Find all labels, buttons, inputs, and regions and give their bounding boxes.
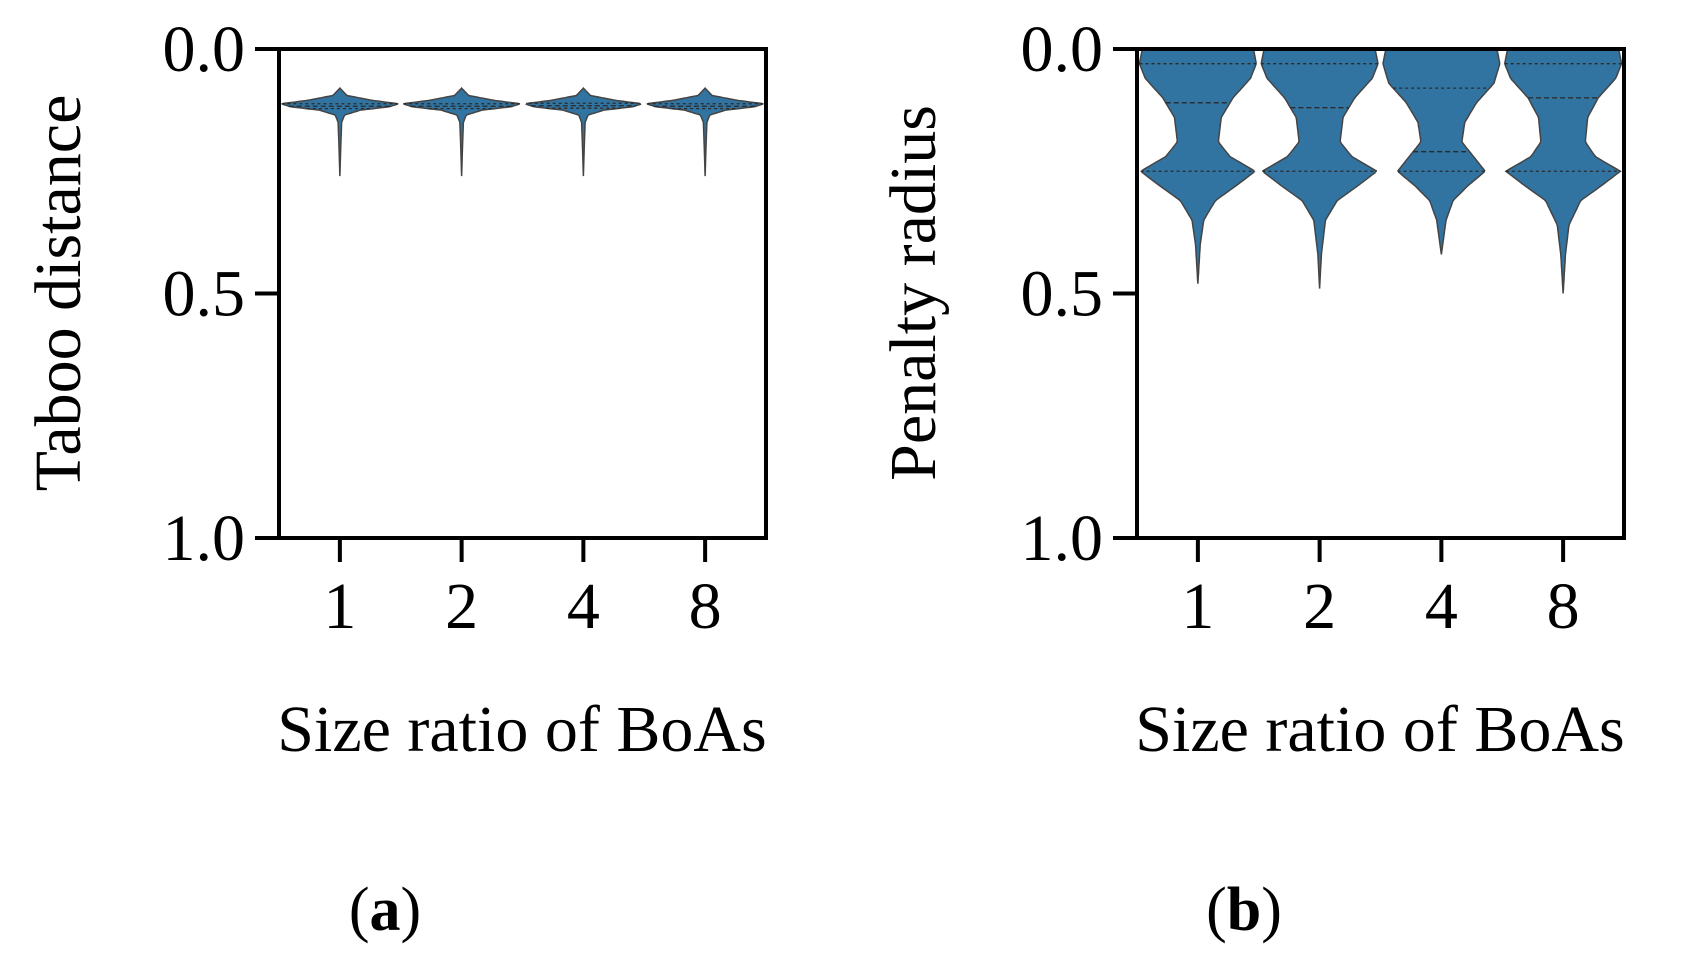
- panel-a-violin-2: [403, 86, 520, 177]
- panel-a-y-tick-label: 0.5: [163, 258, 246, 331]
- panel-a-x-tick-label: 4: [567, 570, 600, 643]
- panel-b: 0.0 0.5 1.0 1 2 4 8 Size ratio of BoAs Penalt…: [877, 13, 1626, 944]
- panel-b-y-tick-label: 1.0: [1021, 502, 1104, 575]
- panel-b-y-ticks: 0.0 0.5 1.0: [1021, 13, 1137, 575]
- panel-b-x-ticks: 1 2 4 8: [1181, 538, 1580, 643]
- panel-b-violin-8: [1504, 48, 1623, 294]
- panel-b-violin-1: [1138, 48, 1257, 284]
- panel-a-x-tick-label: 8: [689, 570, 722, 643]
- panel-a: 0.0 0.5 1.0 1 2 4 8 Size ratio of BoAs Taboo …: [22, 13, 768, 944]
- panel-a-caption-letter: a: [370, 876, 401, 944]
- panel-a-violins: [281, 86, 764, 177]
- panel-a-x-ticks: 1 2 4 8: [323, 538, 722, 643]
- panel-b-violin-2: [1260, 48, 1379, 289]
- panel-a-x-axis-label: Size ratio of BoAs: [277, 693, 766, 766]
- panel-b-x-tick-label: 2: [1303, 570, 1336, 643]
- panel-b-violins: [1138, 48, 1623, 294]
- panel-b-caption: (b): [1206, 876, 1282, 944]
- panel-a-violin-8: [646, 86, 764, 177]
- panel-b-x-axis-label: Size ratio of BoAs: [1135, 693, 1624, 766]
- panel-a-y-ticks: 0.0 0.5 1.0: [163, 13, 279, 575]
- panel-a-caption: (a): [349, 876, 421, 944]
- panel-b-y-axis-label: Penalty radius: [877, 105, 950, 481]
- panel-a-x-tick-label: 2: [445, 570, 478, 643]
- panel-a-x-tick-label: 1: [323, 570, 356, 643]
- panel-b-caption-letter: b: [1227, 876, 1261, 944]
- panel-a-violin-4: [525, 86, 642, 177]
- panel-b-x-tick-label: 1: [1181, 570, 1214, 643]
- panel-a-y-tick-label: 1.0: [163, 502, 246, 575]
- panel-a-violin-1: [281, 86, 399, 177]
- panel-a-y-axis-label: Taboo distance: [22, 95, 95, 492]
- panel-b-y-tick-label: 0.0: [1021, 13, 1104, 86]
- panel-b-x-tick-label: 8: [1547, 570, 1580, 643]
- panel-a-y-tick-label: 0.0: [163, 13, 246, 86]
- panel-b-x-tick-label: 4: [1425, 570, 1458, 643]
- panel-b-y-tick-label: 0.5: [1021, 258, 1104, 331]
- panel-a-axes-frame: [277, 47, 768, 540]
